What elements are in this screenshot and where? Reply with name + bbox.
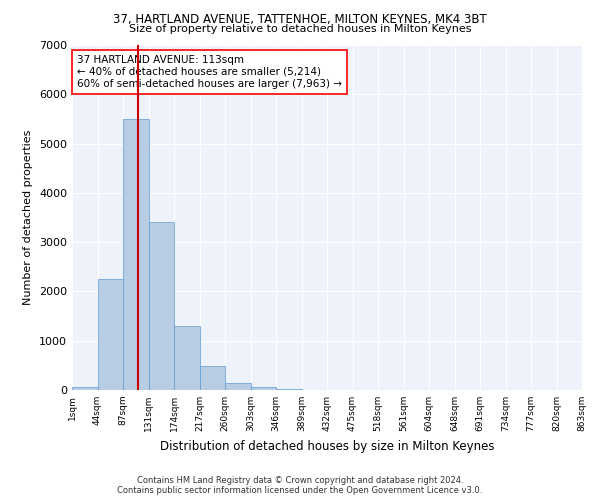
Bar bbox=[72, 388, 97, 390]
X-axis label: Distribution of detached houses by size in Milton Keynes: Distribution of detached houses by size … bbox=[160, 440, 494, 452]
Bar bbox=[276, 388, 302, 390]
Y-axis label: Number of detached properties: Number of detached properties bbox=[23, 130, 34, 305]
Bar bbox=[225, 382, 251, 390]
Text: Size of property relative to detached houses in Milton Keynes: Size of property relative to detached ho… bbox=[129, 24, 471, 34]
Bar bbox=[174, 326, 199, 390]
Bar bbox=[251, 387, 276, 390]
Bar bbox=[97, 279, 123, 390]
Bar bbox=[149, 222, 174, 390]
Text: 37, HARTLAND AVENUE, TATTENHOE, MILTON KEYNES, MK4 3BT: 37, HARTLAND AVENUE, TATTENHOE, MILTON K… bbox=[113, 12, 487, 26]
Bar bbox=[123, 119, 149, 390]
Bar bbox=[199, 366, 225, 390]
Text: 37 HARTLAND AVENUE: 113sqm
← 40% of detached houses are smaller (5,214)
60% of s: 37 HARTLAND AVENUE: 113sqm ← 40% of deta… bbox=[77, 56, 342, 88]
Text: Contains HM Land Registry data © Crown copyright and database right 2024.
Contai: Contains HM Land Registry data © Crown c… bbox=[118, 476, 482, 495]
